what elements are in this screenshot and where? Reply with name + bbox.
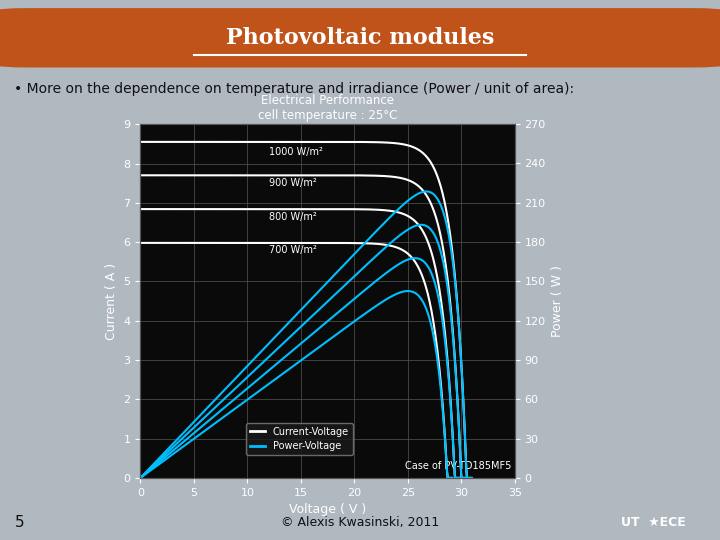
Text: 900 W/m²: 900 W/m²	[269, 178, 317, 188]
Text: 1000 W/m²: 1000 W/m²	[269, 147, 323, 157]
FancyBboxPatch shape	[0, 8, 720, 68]
Text: 700 W/m²: 700 W/m²	[269, 245, 317, 255]
Text: Case of PV-TD185MF5: Case of PV-TD185MF5	[405, 461, 511, 471]
Text: • More on the dependence on temperature and irradiance (Power / unit of area):: • More on the dependence on temperature …	[14, 82, 575, 96]
Text: © Alexis Kwasinski, 2011: © Alexis Kwasinski, 2011	[281, 516, 439, 529]
Y-axis label: Power ( W ): Power ( W )	[552, 265, 564, 337]
Text: 5: 5	[14, 515, 24, 530]
Text: 800 W/m²: 800 W/m²	[269, 212, 317, 221]
Text: UT  ★ECE: UT ★ECE	[621, 516, 685, 529]
Text: Photovoltaic modules: Photovoltaic modules	[226, 27, 494, 49]
Legend: Current-Voltage, Power-Voltage: Current-Voltage, Power-Voltage	[246, 423, 353, 455]
X-axis label: Voltage ( V ): Voltage ( V )	[289, 503, 366, 516]
Y-axis label: Current ( A ): Current ( A )	[105, 262, 118, 340]
Title: Electrical Performance
cell temperature : 25°C: Electrical Performance cell temperature …	[258, 93, 397, 122]
